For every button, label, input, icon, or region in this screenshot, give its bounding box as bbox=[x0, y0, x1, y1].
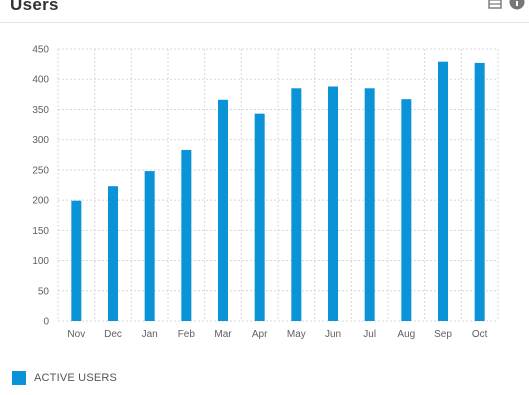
bar-jan[interactable] bbox=[144, 171, 155, 321]
header-icons bbox=[488, 0, 525, 10]
bar-sep[interactable] bbox=[438, 61, 448, 322]
bar-jul[interactable] bbox=[364, 88, 375, 322]
y-tick-label: 400 bbox=[32, 75, 49, 86]
x-axis-labels: Nov Dec Jan Feb Mar Apr May Jun Jul Aug Sep Oct bbox=[67, 329, 487, 340]
x-tick-label-jun: Jun bbox=[325, 329, 341, 340]
bar-apr[interactable] bbox=[254, 113, 265, 321]
x-tick-label-jul: Jul bbox=[363, 329, 376, 340]
x-tick-label-oct: Oct bbox=[472, 329, 488, 340]
chart-svg: 0 50 100 150 200 250 300 350 400 450 Nov Dec Jan Feb… bbox=[32, 45, 499, 340]
legend-label-active-users[interactable]: ACTIVE USERS bbox=[34, 372, 118, 384]
info-icon[interactable] bbox=[509, 0, 525, 10]
y-tick-label: 250 bbox=[32, 165, 49, 176]
card-header: Users bbox=[0, 0, 529, 23]
y-tick-label: 0 bbox=[43, 317, 49, 328]
bar-mar[interactable] bbox=[218, 99, 228, 321]
bar-dec[interactable] bbox=[108, 186, 118, 321]
x-tick-label-aug: Aug bbox=[397, 329, 415, 340]
y-tick-label: 150 bbox=[32, 226, 49, 237]
bar-feb[interactable] bbox=[181, 149, 192, 321]
x-tick-label-may: May bbox=[287, 329, 306, 340]
x-tick-label-dec: Dec bbox=[104, 329, 122, 340]
bar-aug[interactable] bbox=[401, 99, 412, 322]
bar-chart: 0 50 100 150 200 250 300 350 400 450 Nov Dec Jan Feb… bbox=[32, 45, 499, 340]
bar-may[interactable] bbox=[291, 88, 302, 322]
bar-nov[interactable] bbox=[71, 200, 82, 321]
y-tick-label: 450 bbox=[32, 45, 49, 56]
y-axis-labels: 0 50 100 150 200 250 300 350 400 450 bbox=[32, 45, 49, 328]
y-tick-label: 100 bbox=[32, 256, 49, 267]
x-tick-label-apr: Apr bbox=[252, 329, 268, 340]
x-tick-label-nov: Nov bbox=[67, 329, 85, 340]
x-tick-label-mar: Mar bbox=[214, 329, 232, 340]
chart-legend: ACTIVE USERS bbox=[12, 371, 117, 385]
y-tick-label: 300 bbox=[32, 135, 49, 146]
y-tick-label: 50 bbox=[38, 286, 50, 297]
table-view-icon[interactable] bbox=[488, 0, 502, 9]
bars-layer bbox=[71, 61, 485, 322]
bar-oct[interactable] bbox=[474, 62, 485, 321]
y-tick-label: 200 bbox=[32, 196, 49, 207]
y-tick-label: 350 bbox=[32, 105, 49, 116]
legend-swatch-active-users[interactable] bbox=[12, 371, 26, 385]
grid-layer bbox=[57, 48, 499, 322]
card-title: Users bbox=[10, 0, 59, 14]
bar-jun[interactable] bbox=[328, 86, 338, 321]
x-tick-label-sep: Sep bbox=[434, 329, 452, 340]
x-tick-label-feb: Feb bbox=[178, 329, 196, 340]
x-tick-label-jan: Jan bbox=[142, 329, 158, 340]
